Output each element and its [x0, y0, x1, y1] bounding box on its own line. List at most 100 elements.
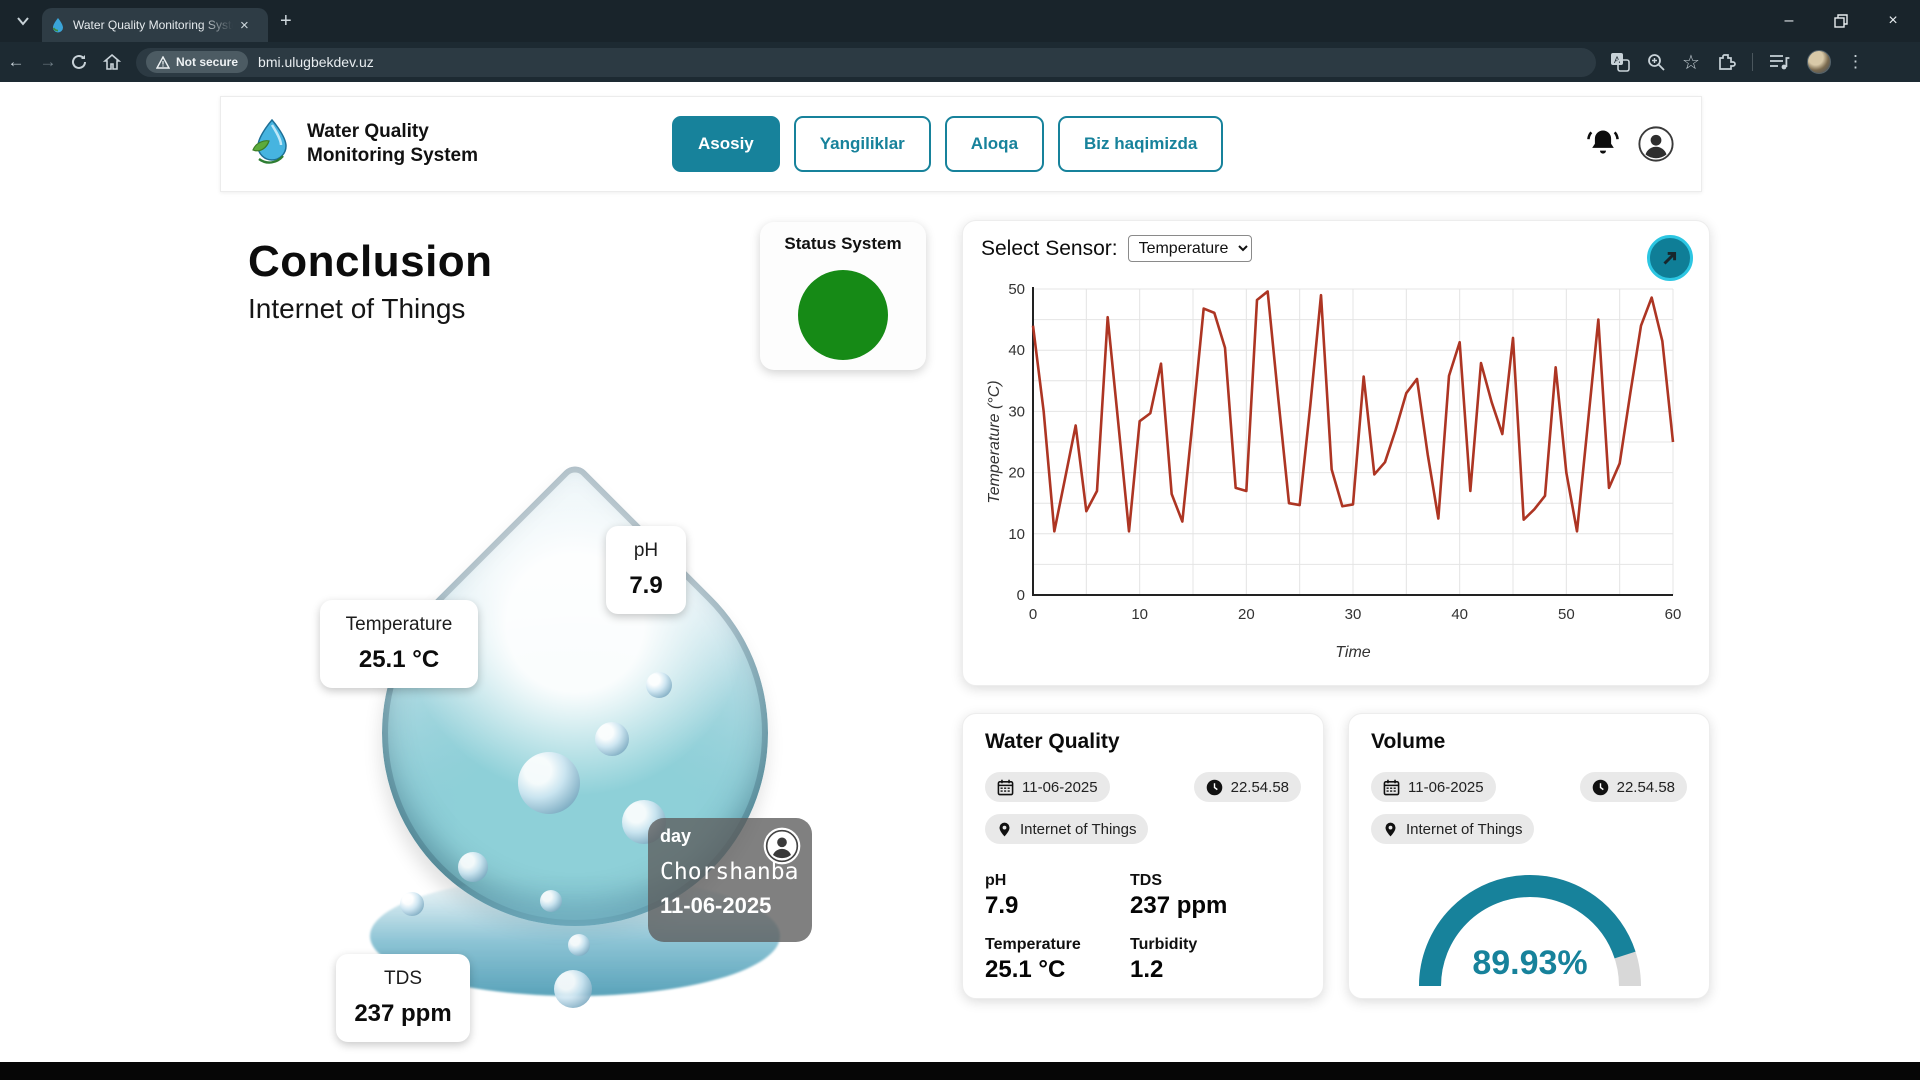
date-pill: 11-06-2025	[1371, 772, 1496, 802]
page-subtitle: Internet of Things	[248, 293, 466, 324]
sensor-chart: 0 10 20 30 40 50 60 0 10 20 30 40 50 Time Temperature …	[986, 281, 1681, 661]
reload-icon[interactable]	[64, 53, 96, 71]
location-pill: Internet of Things	[985, 814, 1149, 844]
svg-text:50: 50	[1558, 606, 1575, 623]
favicon-water-drop-icon	[52, 18, 63, 33]
gauge-fill	[1419, 875, 1641, 987]
tab-search-button[interactable]	[8, 6, 38, 36]
location-pill: Internet of Things	[1371, 814, 1535, 844]
home-icon[interactable]	[96, 53, 128, 71]
water-quality-card: Water Quality 11-06-2025 22.54.58 Intern…	[962, 713, 1324, 999]
page-footer	[0, 1062, 1920, 1080]
drop-label-tds: TDS 237 ppm	[336, 954, 470, 1042]
toolbar-right-icons: A ☆ ⋮	[1610, 50, 1864, 75]
location-value: Internet of Things	[1406, 820, 1523, 838]
calendar-icon	[1383, 779, 1400, 795]
svg-text:50: 50	[1008, 281, 1025, 298]
header-icons	[1585, 125, 1675, 163]
volume-gauge: 89.93%	[1419, 875, 1641, 987]
extensions-icon[interactable]	[1716, 52, 1736, 72]
tab-close-icon[interactable]: ×	[240, 16, 249, 34]
zoom-icon[interactable]	[1646, 52, 1666, 72]
not-secure-chip[interactable]: Not secure	[146, 51, 249, 73]
page-body: Water Quality Monitoring System Asosiy Y…	[0, 82, 1920, 1062]
svg-text:Time: Time	[1335, 644, 1371, 661]
select-sensor-label: Select Sensor:	[981, 236, 1118, 260]
new-tab-button[interactable]: +	[280, 9, 292, 32]
svg-text:10: 10	[1008, 526, 1025, 543]
nav-biz-haqimizda-button[interactable]: Biz haqimizda	[1058, 116, 1224, 172]
brand-title: Water Quality Monitoring System	[307, 121, 479, 166]
svg-text:Temperature (°C): Temperature (°C)	[986, 380, 1003, 503]
nav-asosiy-button[interactable]: Asosiy	[672, 116, 780, 172]
status-indicator	[798, 270, 888, 360]
water-quality-title: Water Quality	[985, 730, 1120, 753]
svg-text:0: 0	[1029, 606, 1037, 623]
time-pill: 22.54.58	[1193, 772, 1301, 802]
browser-toolbar: ← → Not secure bmi.ulugbekdev.uz A ☆ ⋮	[0, 42, 1920, 82]
brand: Water Quality Monitoring System	[247, 117, 577, 171]
back-icon[interactable]: ←	[7, 52, 25, 71]
logo-water-drop-icon	[252, 118, 287, 164]
svg-text:20: 20	[1238, 606, 1255, 623]
kebab-menu-icon[interactable]: ⋮	[1846, 52, 1864, 71]
time-pill: 22.54.58	[1579, 772, 1687, 802]
svg-text:20: 20	[1008, 465, 1025, 482]
metric-tds: TDS 237 ppm	[1130, 872, 1228, 919]
drop-label-ph: pH 7.9	[606, 526, 686, 614]
tab-title: Water Quality Monitoring Syste	[73, 18, 233, 32]
forward-icon[interactable]: →	[39, 52, 57, 71]
date-pill: 11-06-2025	[985, 772, 1110, 802]
location-value: Internet of Things	[1020, 820, 1137, 838]
toolbar-separator	[1751, 53, 1753, 71]
browser-tab[interactable]: Water Quality Monitoring Syste ×	[42, 8, 268, 42]
volume-title: Volume	[1371, 730, 1446, 753]
translate-icon[interactable]: A	[1610, 52, 1630, 72]
bubble	[554, 970, 592, 1008]
bubble	[646, 672, 672, 698]
bubble	[595, 722, 629, 756]
media-controls-icon[interactable]	[1769, 53, 1791, 71]
time-value: 22.54.58	[1230, 778, 1289, 796]
sensor-chart-card: Select Sensor: Temperature 0 10 20 30 40 50 60…	[962, 220, 1710, 686]
bubble	[540, 890, 562, 912]
address-bar[interactable]: Not secure bmi.ulugbekdev.uz	[136, 47, 1596, 77]
nav-aloqa-button[interactable]: Aloqa	[944, 116, 1045, 172]
volume-card: Volume 11-06-2025 22.54.58 Internet of T…	[1348, 713, 1710, 999]
main-nav: Asosiy Yangiliklar Aloqa Biz haqimizda	[672, 116, 1224, 172]
date-value: 11-06-2025	[1022, 778, 1098, 796]
restore-icon[interactable]	[1832, 14, 1850, 28]
minimize-icon[interactable]: –	[1784, 12, 1794, 29]
bubble	[568, 934, 590, 956]
day-date: 11-06-2025	[660, 893, 772, 918]
browser-tab-strip: Water Quality Monitoring Syste × + – ×	[0, 0, 1920, 42]
nav-yangiliklar-button[interactable]: Yangiliklar	[793, 116, 931, 172]
bubble	[458, 852, 488, 882]
sensor-select[interactable]: Temperature	[1127, 235, 1252, 262]
window-controls: – ×	[1780, 0, 1910, 42]
arrow-up-right-icon	[1663, 251, 1677, 265]
expand-chart-button[interactable]	[1647, 235, 1693, 281]
url-text: bmi.ulugbekdev.uz	[258, 54, 374, 70]
close-window-icon[interactable]: ×	[1888, 12, 1898, 29]
page-title: Conclusion	[248, 237, 493, 286]
svg-text:10: 10	[1131, 606, 1148, 623]
bubble	[518, 752, 580, 814]
clock-icon	[1592, 779, 1608, 795]
svg-text:40: 40	[1451, 606, 1468, 623]
profile-icon[interactable]	[1637, 125, 1675, 163]
conclusion-block: Conclusion Internet of Things	[248, 237, 493, 325]
browser-profile-avatar[interactable]	[1806, 50, 1831, 74]
gauge-value: 89.93%	[1472, 944, 1587, 982]
drop-label-temperature: Temperature 25.1 °C	[320, 600, 478, 688]
status-system-title: Status System	[784, 234, 902, 253]
bell-icon[interactable]	[1585, 126, 1621, 162]
bookmark-star-icon[interactable]: ☆	[1682, 51, 1700, 74]
svg-text:A: A	[1614, 55, 1620, 65]
site-header: Water Quality Monitoring System Asosiy Y…	[220, 96, 1702, 192]
day-label: day	[660, 826, 692, 846]
clock-icon	[1206, 779, 1222, 795]
metric-temperature: Temperature 25.1 °C	[985, 936, 1081, 983]
time-value: 22.54.58	[1616, 778, 1675, 796]
